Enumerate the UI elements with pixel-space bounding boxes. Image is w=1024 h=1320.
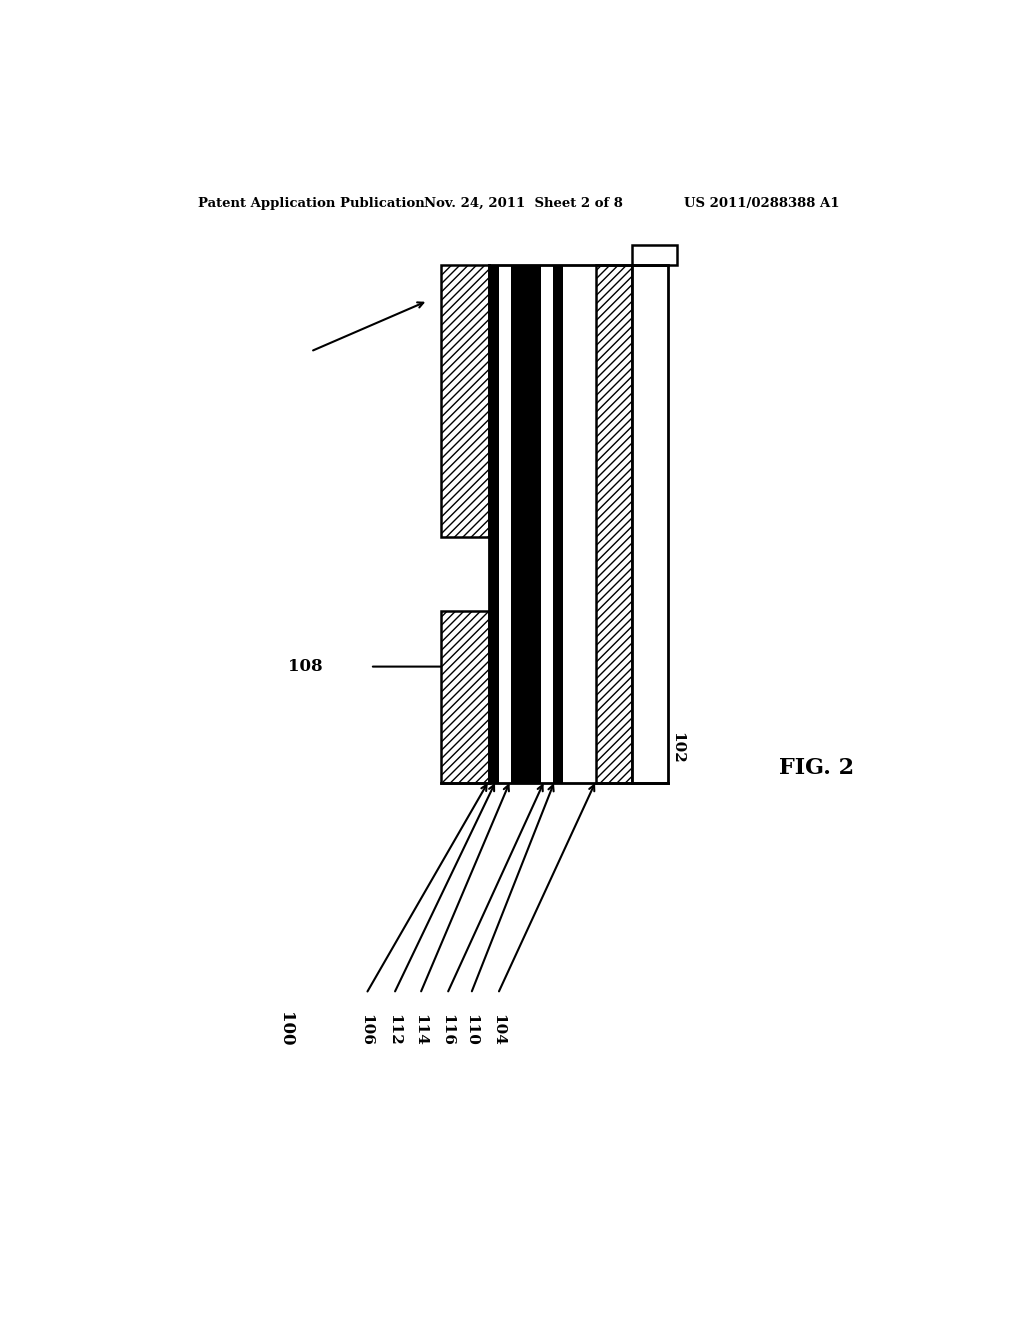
Text: 114: 114: [413, 1014, 427, 1045]
Bar: [511, 265, 541, 784]
Bar: [596, 265, 632, 784]
Bar: [441, 611, 489, 784]
Bar: [500, 265, 511, 784]
Bar: [632, 244, 677, 265]
Text: US 2011/0288388 A1: US 2011/0288388 A1: [684, 197, 839, 210]
Bar: [489, 265, 500, 784]
Text: 110: 110: [464, 1014, 478, 1045]
Text: 100: 100: [276, 1012, 294, 1047]
Bar: [563, 265, 596, 784]
Text: 104: 104: [490, 1014, 505, 1045]
Text: 106: 106: [359, 1014, 373, 1045]
Text: 116: 116: [440, 1014, 454, 1045]
Text: 102: 102: [670, 733, 684, 764]
Bar: [489, 265, 596, 784]
Text: 112: 112: [387, 1014, 400, 1045]
Bar: [541, 265, 553, 784]
Text: 108: 108: [288, 659, 323, 675]
Bar: [441, 265, 489, 536]
Text: Patent Application Publication: Patent Application Publication: [198, 197, 425, 210]
Bar: [553, 265, 563, 784]
Bar: [632, 265, 668, 784]
Text: Nov. 24, 2011  Sheet 2 of 8: Nov. 24, 2011 Sheet 2 of 8: [424, 197, 623, 210]
Text: FIG. 2: FIG. 2: [778, 758, 854, 779]
